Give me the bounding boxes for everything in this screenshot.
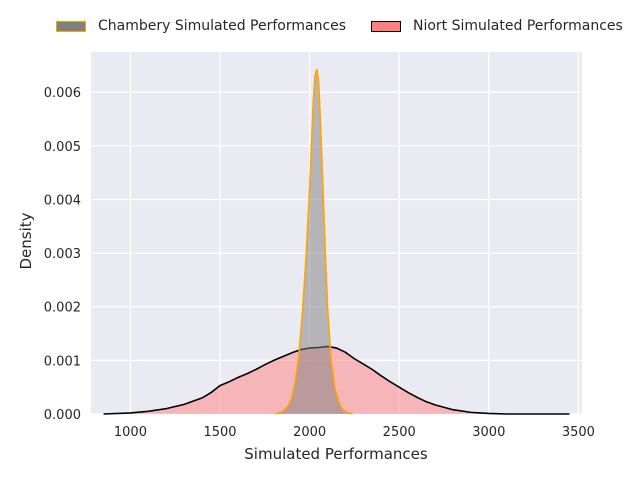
x-axis-label: Simulated Performances: [244, 445, 428, 463]
density-fill-niort: [103, 346, 570, 414]
density-areas: [103, 68, 570, 415]
legend-swatch-chambery: [56, 20, 86, 32]
x-tick-label: 3500: [562, 425, 595, 440]
density-fill-chambery: [275, 69, 353, 414]
legend: Chambery Simulated Performances Niort Si…: [0, 18, 640, 44]
legend-label-chambery: Chambery Simulated Performances: [98, 18, 347, 34]
density-line-chambery: [275, 68, 353, 415]
y-axis-label: Density: [17, 212, 35, 269]
y-tick-label: 0.005: [44, 140, 81, 155]
x-tick-label: 2500: [383, 425, 416, 440]
y-tick-label: 0.003: [44, 247, 81, 262]
x-tick-label: 1000: [114, 425, 147, 440]
y-axis-ticks: 0.000 0.001 0.002 0.003 0.004 0.005 0.006: [44, 86, 81, 423]
legend-item-chambery: Chambery Simulated Performances: [56, 18, 346, 34]
legend-swatch-niort: [371, 20, 401, 32]
legend-label-niort: Niort Simulated Performances: [413, 18, 623, 34]
x-tick-label: 1500: [203, 425, 236, 440]
x-tick-label: 2000: [293, 425, 326, 440]
y-tick-label: 0.001: [44, 354, 81, 369]
y-tick-label: 0.002: [44, 301, 81, 316]
y-tick-label: 0.000: [44, 408, 81, 423]
y-tick-label: 0.004: [44, 193, 81, 208]
x-axis-ticks: 1000 1500 2000 2500 3000 3500: [114, 425, 595, 440]
legend-item-niort: Niort Simulated Performances: [371, 18, 623, 34]
y-tick-label: 0.006: [44, 86, 81, 101]
x-tick-label: 3000: [472, 425, 505, 440]
